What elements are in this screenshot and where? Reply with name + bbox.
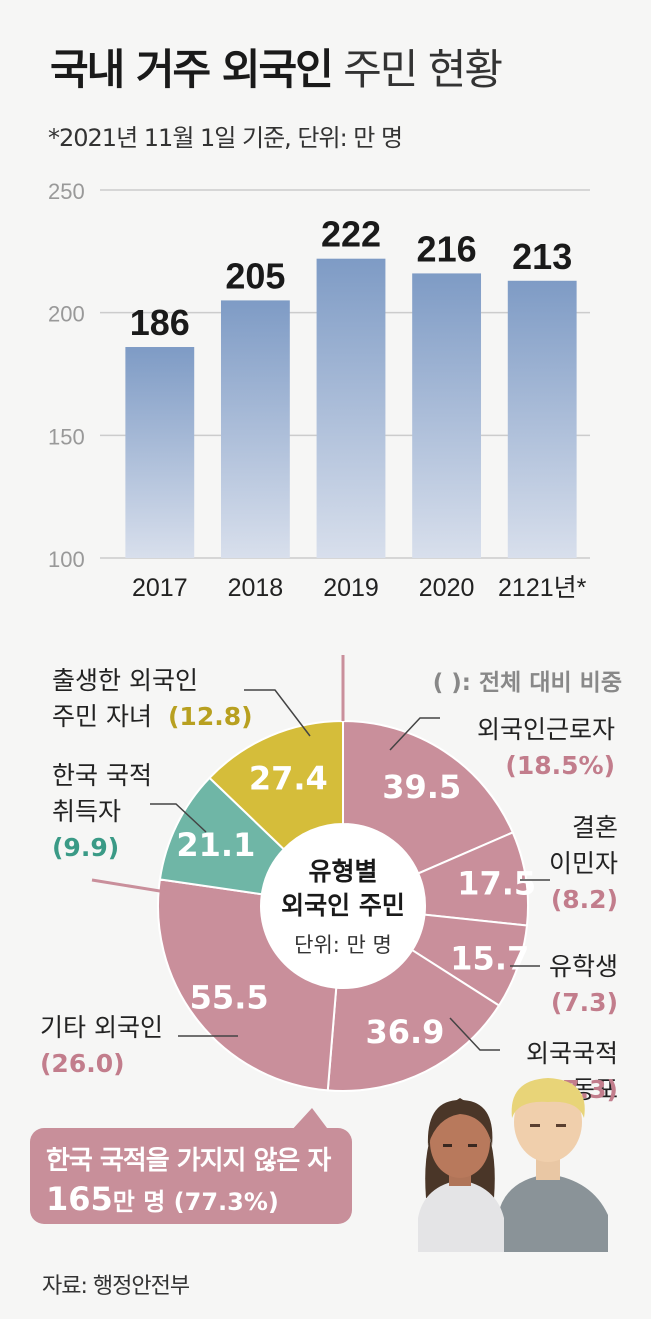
bar-value-label: 213 bbox=[512, 236, 572, 277]
slice-percent-label: (12.8) bbox=[168, 702, 253, 731]
slice-name-label: 출생한 외국인 bbox=[52, 666, 198, 695]
bar bbox=[316, 258, 386, 558]
leader-line bbox=[150, 803, 207, 833]
leader-line bbox=[244, 689, 311, 737]
slice-percent-label: (8.2) bbox=[551, 885, 618, 914]
x-tick-label: 2018 bbox=[228, 574, 284, 602]
y-tick-label: 150 bbox=[48, 424, 85, 449]
donut-center bbox=[261, 824, 425, 988]
slice-name-label: 주민 자녀 bbox=[52, 702, 152, 731]
slice-percent-label: (18.5%) bbox=[505, 751, 615, 780]
callout-title: 한국 국적을 가지지 않은 자 bbox=[46, 1146, 331, 1176]
slice-name-label: 취득자 bbox=[52, 797, 121, 826]
y-tick-label: 200 bbox=[48, 302, 85, 327]
slice-value-label: 39.5 bbox=[382, 768, 461, 806]
bar-value-label: 216 bbox=[417, 228, 477, 269]
slice-name-label: 이민자 bbox=[549, 849, 618, 878]
slice-percent-label: (7.3) bbox=[551, 988, 618, 1017]
page-title: 국내 거주 외국인 주민 현황 bbox=[50, 36, 503, 97]
x-tick-label: 2017 bbox=[132, 574, 188, 602]
slice-name-label: 외국국적 bbox=[526, 1039, 618, 1068]
slice-percent-label: (26.0) bbox=[40, 1049, 125, 1078]
donut-slice bbox=[326, 948, 501, 1092]
slice-name-label: 유학생 bbox=[549, 952, 618, 981]
slice-value-label: 21.1 bbox=[176, 826, 255, 864]
center-unit: 단위: 만 명 bbox=[294, 933, 392, 957]
callout-total: 165만 명 (77.3%) bbox=[46, 1180, 279, 1218]
x-tick-label: 2121년* bbox=[498, 574, 587, 602]
leader-line bbox=[389, 717, 440, 751]
y-tick-label: 250 bbox=[48, 179, 85, 204]
man-icon bbox=[498, 1078, 608, 1252]
title-bold: 국내 거주 외국인 bbox=[50, 45, 334, 94]
bar bbox=[507, 280, 577, 558]
x-tick-label: 2020 bbox=[419, 574, 475, 602]
bar-value-label: 222 bbox=[321, 214, 381, 255]
center-title: 유형별 bbox=[308, 857, 377, 886]
callout-box: 한국 국적을 가지지 않은 자 165만 명 (77.3%) bbox=[30, 1128, 352, 1224]
subtitle: *2021년 11월 1일 기준, 단위: 만 명 bbox=[48, 124, 403, 152]
slice-value-label: 15.7 bbox=[450, 939, 529, 977]
slice-name-label: 외국인근로자 bbox=[477, 715, 615, 744]
bar bbox=[412, 273, 482, 558]
callout-pointer bbox=[290, 1108, 330, 1132]
slice-value-label: 17.5 bbox=[457, 865, 536, 903]
source-text: 자료: 행정안전부 bbox=[42, 1274, 190, 1299]
center-title: 외국인 주민 bbox=[281, 891, 405, 920]
slice-value-label: 36.9 bbox=[365, 1013, 444, 1051]
bar bbox=[220, 300, 290, 558]
woman-icon bbox=[418, 1098, 504, 1252]
slice-name-label: 결혼 bbox=[572, 813, 618, 842]
leader-line bbox=[449, 1017, 500, 1051]
title-light: 주민 현황 bbox=[343, 45, 503, 94]
slice-name-label: 기타 외국인 bbox=[40, 1013, 163, 1042]
bar bbox=[125, 347, 195, 558]
bar-value-label: 186 bbox=[130, 302, 190, 343]
slice-value-label: 27.4 bbox=[249, 760, 328, 798]
slice-percent-label: (9.9) bbox=[52, 833, 119, 862]
bar-value-label: 205 bbox=[225, 255, 285, 296]
x-tick-label: 2019 bbox=[323, 574, 379, 602]
slice-name-label: 한국 국적 bbox=[52, 761, 152, 790]
slice-value-label: 55.5 bbox=[190, 979, 269, 1017]
y-tick-label: 100 bbox=[48, 547, 85, 572]
callout-rest: 만 명 (77.3%) bbox=[112, 1188, 279, 1216]
divider-line bbox=[91, 878, 167, 894]
callout-number: 165 bbox=[46, 1180, 113, 1218]
legend-note: ( ): 전체 대비 비중 bbox=[433, 670, 622, 696]
bar-chart: 250 200 150 100 186 2017 205 2018 222 2019 216 2020… bbox=[48, 179, 590, 602]
